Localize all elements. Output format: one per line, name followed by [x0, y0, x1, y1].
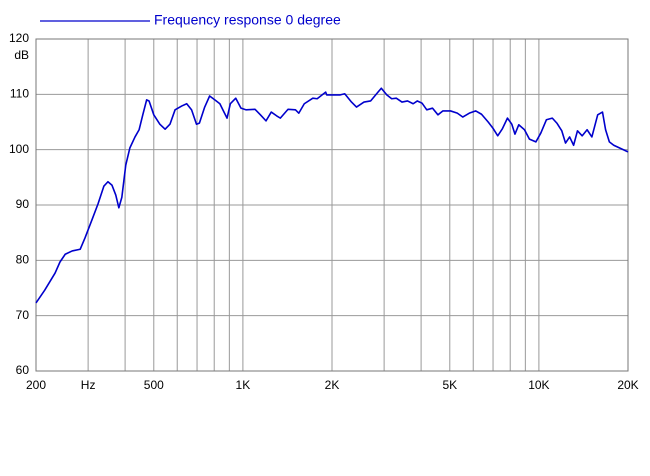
- x-tick-label: Hz: [81, 378, 96, 392]
- response-curve: [35, 87, 629, 304]
- x-tick-label: 10K: [528, 378, 549, 392]
- x-tick-label: 1K: [236, 378, 251, 392]
- y-tick-label: 90: [16, 197, 30, 211]
- legend-label: Frequency response 0 degree: [154, 12, 341, 28]
- x-tick-label: 500: [144, 378, 164, 392]
- y-tick-label: 100: [9, 142, 29, 156]
- y-tick-label: 120: [9, 31, 29, 45]
- y-tick-label: 70: [16, 308, 30, 322]
- y-tick-label: 80: [16, 253, 30, 267]
- y-tick-label: 110: [10, 87, 29, 101]
- plot-frame: [35, 38, 629, 372]
- x-tick-label: 200: [26, 378, 46, 392]
- x-tick-label: 5K: [442, 378, 457, 392]
- y-axis-label: dB: [14, 48, 29, 62]
- x-tick-label: 2K: [325, 378, 340, 392]
- x-tick-label: 20K: [617, 378, 638, 392]
- y-tick-label: 60: [16, 363, 30, 377]
